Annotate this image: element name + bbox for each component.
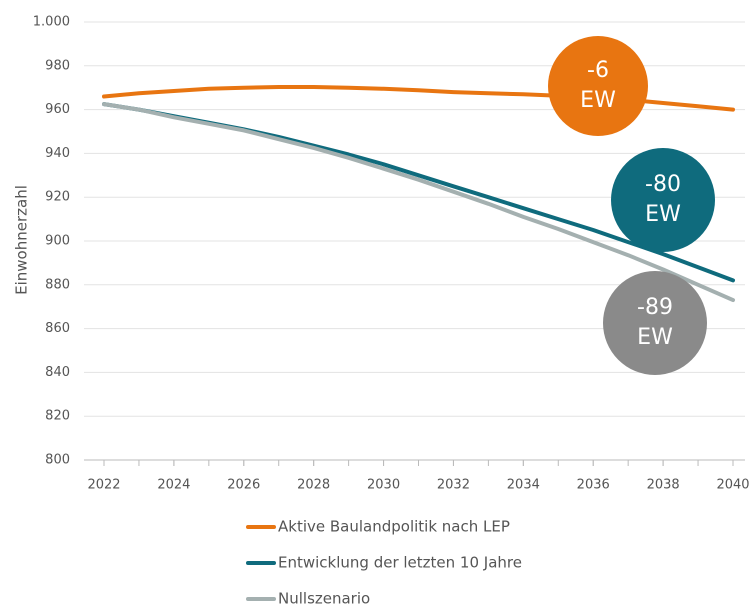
x-tick-label: 2030	[367, 478, 400, 493]
y-tick-label: 900	[45, 234, 70, 249]
annotation-bubble: -89 EW	[603, 271, 707, 375]
series-line	[102, 102, 735, 303]
y-tick-label: 860	[45, 321, 70, 336]
legend-label: Nullszenario	[278, 590, 370, 606]
x-tick-label: 2032	[437, 478, 470, 493]
x-tick-label: 2038	[647, 478, 680, 493]
legend-label: Entwicklung der letzten 10 Jahre	[278, 554, 522, 572]
bubble	[611, 148, 715, 252]
bubble-text: -89	[637, 295, 673, 320]
y-tick-label: 840	[45, 365, 70, 380]
annotation-bubble: -6 EW	[548, 36, 648, 136]
bubble	[603, 271, 707, 375]
x-tick-label: 2034	[507, 478, 540, 493]
y-tick-label: 960	[45, 102, 70, 117]
x-tick-label: 2022	[87, 478, 120, 493]
x-tick-label: 2036	[577, 478, 610, 493]
y-tick-label: 1.000	[33, 15, 70, 30]
bubble-text: -80	[645, 172, 681, 197]
x-tick-label: 2026	[227, 478, 260, 493]
y-axis-label: Einwohnerzahl	[13, 185, 31, 295]
x-tick-label: 2024	[157, 478, 190, 493]
bubble-text: EW	[580, 88, 616, 113]
annotation-bubble: -80 EW	[611, 148, 715, 252]
legend-label: Aktive Baulandpolitik nach LEP	[278, 518, 510, 536]
bubble-text: EW	[637, 325, 673, 350]
x-tick-label: 2028	[297, 478, 330, 493]
y-tick-label: 800	[45, 453, 70, 468]
x-tick-label: 2040	[716, 478, 749, 493]
bubble-text: -6	[587, 58, 609, 83]
y-tick-label: 880	[45, 277, 70, 292]
y-tick-label: 980	[45, 58, 70, 73]
bubble-text: EW	[645, 202, 681, 227]
y-tick-label: 820	[45, 409, 70, 424]
bubble	[548, 36, 648, 136]
y-tick-label: 940	[45, 146, 70, 161]
y-tick-label: 920	[45, 190, 70, 205]
